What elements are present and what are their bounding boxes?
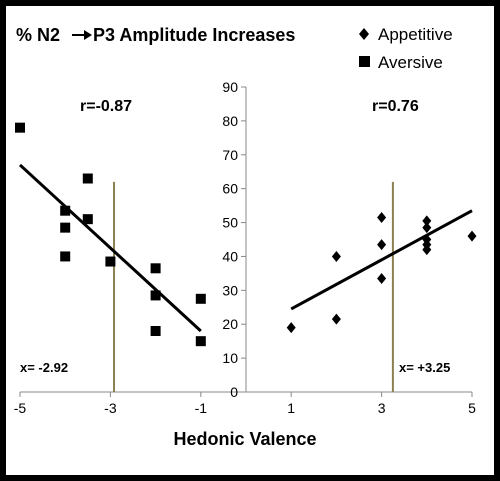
plot-area-background [6,6,494,475]
data-point-appetitive [331,313,341,325]
legend: Appetitive Aversive [359,25,453,72]
r-label-appetitive: r=0.76 [372,98,419,115]
x-tick-label: 1 [287,400,295,416]
data-point-appetitive [422,234,432,245]
y-tick-label: 20 [222,316,238,332]
data-point-aversive [15,122,25,133]
data-point-appetitive [377,239,387,251]
y-tick-label: 10 [222,350,238,366]
data-point-aversive [60,251,71,262]
data-point-aversive [82,214,93,225]
data-point-appetitive [331,250,341,262]
y-tick-label: 60 [222,181,238,197]
data-point-aversive [60,205,71,216]
r-label-aversive: r=-0.87 [80,98,132,115]
y-tick-label: 80 [222,113,238,129]
x-tick-label: 5 [468,400,476,416]
x-tick-label: 3 [378,400,386,416]
data-point-aversive [82,173,93,184]
y-tick-label: 0 [230,384,238,400]
data-point-appetitive [422,222,432,234]
trend-lines [18,163,473,333]
y-tick-label: 70 [222,147,238,163]
data-points [15,122,477,347]
legend-label-appetitive: Appetitive [378,25,453,44]
data-point-aversive [195,293,206,304]
data-point-appetitive [467,230,477,242]
chart-title-part-2: P3 Amplitude Increases [93,25,295,45]
marker-lines [113,181,394,392]
y-tick-label: 90 [222,79,238,95]
title-arrow-icon [72,30,92,40]
x-axis-label: Hedonic Valence [173,429,316,449]
x-marker-label-appetitive: x= +3.25 [399,360,450,375]
x-tick-label: -1 [195,400,208,416]
data-point-aversive [105,256,116,267]
x-tick-label: -5 [14,400,27,416]
data-point-aversive [195,336,206,347]
data-point-aversive [150,290,161,301]
legend-label-aversive: Aversive [378,53,443,72]
y-tick-label: 50 [222,215,238,231]
x-tick-label: -3 [104,400,117,416]
chart-title-part-1: % N2 [16,25,60,45]
data-point-aversive [60,222,71,233]
data-point-appetitive [422,215,432,227]
legend-diamond-icon [359,28,369,40]
data-point-appetitive [377,272,387,284]
trend-line [18,163,202,333]
trend-line [290,209,473,311]
data-point-appetitive [286,322,296,334]
data-point-aversive [150,263,161,274]
data-point-aversive [150,326,161,336]
y-tick-label: 30 [222,282,238,298]
legend-square-icon [359,56,370,67]
x-marker-label-aversive: x= -2.92 [20,360,68,375]
data-point-appetitive [377,211,387,223]
y-tick-label: 40 [222,248,238,264]
